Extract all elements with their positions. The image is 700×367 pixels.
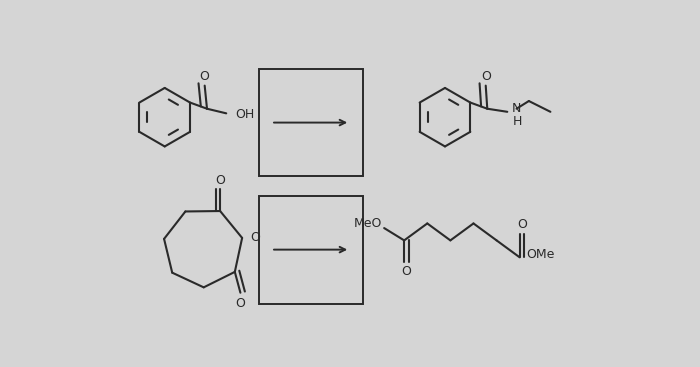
Text: OMe: OMe [526, 248, 554, 261]
Text: H: H [512, 115, 522, 128]
Text: OH: OH [235, 108, 255, 121]
Text: O: O [250, 232, 260, 244]
Bar [258, 196, 363, 304]
Text: O: O [481, 70, 491, 83]
Text: MeO: MeO [354, 217, 382, 230]
Text: O: O [215, 174, 225, 187]
Text: O: O [235, 297, 245, 310]
Text: O: O [402, 265, 412, 278]
Bar [258, 69, 363, 177]
Text: O: O [517, 218, 527, 232]
Text: N: N [512, 102, 522, 115]
Text: O: O [199, 70, 209, 83]
